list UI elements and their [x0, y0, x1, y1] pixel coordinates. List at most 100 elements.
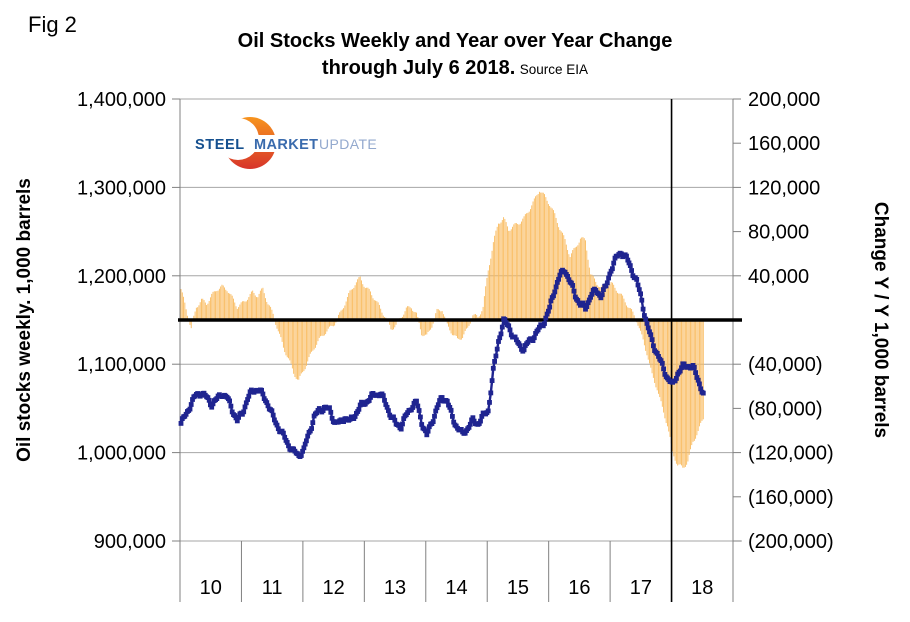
- oil-stocks-marker: [272, 417, 277, 423]
- yoy-change-bar: [623, 298, 625, 320]
- oil-stocks-marker: [269, 408, 275, 414]
- oil-stocks-marker: [485, 408, 491, 414]
- oil-stocks-marker: [658, 358, 664, 363]
- yoy-change-bar: [599, 287, 601, 320]
- yoy-change-bar: [186, 315, 188, 320]
- yoy-change-bar: [531, 205, 533, 320]
- yoy-change-bar: [227, 292, 229, 320]
- yoy-change-bar: [602, 284, 604, 320]
- yoy-change-bar: [199, 302, 201, 320]
- yoy-change-bar: [329, 320, 330, 327]
- oil-stocks-marker: [424, 432, 430, 438]
- yoy-change-bar: [217, 290, 219, 320]
- oil-stocks-marker: [380, 393, 386, 398]
- yoy-change-bar: [469, 320, 471, 324]
- yoy-change-bar: [551, 208, 553, 320]
- oil-stocks-marker: [604, 280, 610, 286]
- yoy-change-bar: [341, 309, 343, 320]
- yoy-change-bar: [215, 291, 217, 320]
- yoy-change-bar: [441, 311, 443, 320]
- yoy-change-bar: [459, 320, 461, 340]
- x-axis-year-label: 14: [445, 577, 467, 599]
- yoy-change-bar: [567, 249, 569, 320]
- oil-stocks-marker: [329, 415, 335, 421]
- yoy-change-bar: [220, 286, 222, 320]
- yoy-change-bar: [288, 320, 289, 359]
- oil-stocks-marker: [635, 282, 641, 288]
- oil-stocks-marker: [698, 386, 704, 392]
- oil-stocks-marker: [398, 426, 404, 432]
- oil-stocks-marker: [298, 453, 304, 458]
- yoy-change-bar: [263, 293, 265, 320]
- yoy-change-bar: [555, 217, 557, 320]
- oil-stocks-marker: [328, 409, 334, 415]
- yoy-change-bar: [482, 306, 484, 320]
- oil-stocks-marker: [435, 402, 441, 408]
- x-axis-year-label: 17: [630, 577, 652, 599]
- oil-stocks-marker: [498, 331, 504, 337]
- oil-stocks-marker: [512, 334, 518, 340]
- oil-stocks-marker: [366, 398, 372, 403]
- yoy-change-bar: [432, 320, 434, 324]
- oil-stocks-marker: [624, 253, 629, 259]
- yoy-change-bar: [500, 222, 502, 320]
- oil-stocks-marker: [305, 433, 311, 439]
- oil-stocks-marker: [242, 404, 248, 410]
- yoy-change-bar: [363, 286, 365, 320]
- yoy-change-bar: [358, 277, 360, 320]
- yoy-change-bar: [282, 320, 284, 348]
- yoy-change-bar: [524, 214, 526, 320]
- yoy-change-bar: [248, 297, 250, 320]
- oil-stocks-marker: [619, 251, 624, 257]
- yoy-change-bar: [527, 212, 529, 320]
- yoy-change-bar: [371, 295, 373, 320]
- yoy-change-bar: [679, 320, 681, 465]
- yoy-change-bar: [330, 320, 332, 326]
- oil-stocks-marker: [599, 292, 605, 298]
- yoy-change-bar: [285, 320, 287, 356]
- yoy-change-bar: [364, 288, 366, 320]
- yoy-change-bar: [206, 305, 208, 320]
- yoy-change-bar: [624, 302, 626, 320]
- oil-stocks-marker: [598, 295, 604, 301]
- yoy-change-bar: [501, 220, 503, 320]
- yoy-change-bar: [480, 314, 481, 320]
- yoy-change-bar: [513, 224, 515, 320]
- yoy-change-bar: [597, 286, 599, 320]
- oil-stocks-marker: [392, 417, 398, 423]
- yoy-change-bar: [547, 204, 549, 320]
- oil-stocks-marker: [302, 441, 308, 447]
- yoy-change-bar: [391, 320, 393, 330]
- yoy-change-bar: [472, 315, 474, 320]
- yoy-change-bar: [506, 226, 508, 320]
- yoy-change-bar: [258, 293, 260, 320]
- logo-text-band: [186, 135, 370, 152]
- oil-stocks-marker: [246, 393, 252, 399]
- oil-stocks-marker: [423, 428, 428, 434]
- oil-stocks-marker: [490, 365, 496, 371]
- oil-stocks-marker: [444, 398, 450, 404]
- oil-stocks-marker: [310, 420, 316, 425]
- yoy-change-bar: [302, 320, 304, 373]
- yoy-change-bar: [692, 320, 694, 442]
- yoy-change-bar: [549, 206, 551, 320]
- yoy-change-bar: [421, 320, 423, 336]
- yoy-change-bar: [344, 305, 346, 320]
- oil-stocks-marker: [190, 397, 195, 402]
- yoy-change-bar: [618, 293, 620, 320]
- yoy-change-bar: [216, 291, 218, 320]
- oil-stocks-marker: [525, 339, 531, 345]
- yoy-change-bar: [427, 320, 429, 332]
- x-axis-year-label: 12: [322, 577, 344, 599]
- yoy-change-bar: [574, 247, 576, 320]
- yoy-change-bar: [486, 277, 488, 320]
- yoy-change-bar: [284, 320, 286, 353]
- yoy-change-bar: [300, 320, 302, 374]
- oil-stocks-marker: [205, 395, 211, 400]
- yoy-change-bar: [629, 308, 631, 320]
- yoy-change-bar: [462, 320, 464, 339]
- yoy-change-bar: [294, 320, 296, 378]
- yoy-change-bar: [550, 207, 552, 320]
- oil-stocks-marker: [648, 332, 654, 338]
